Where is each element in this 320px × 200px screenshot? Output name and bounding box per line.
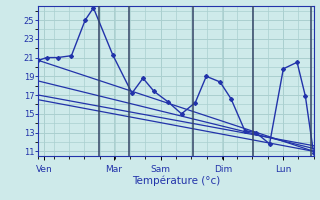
- X-axis label: Température (°c): Température (°c): [132, 175, 220, 186]
